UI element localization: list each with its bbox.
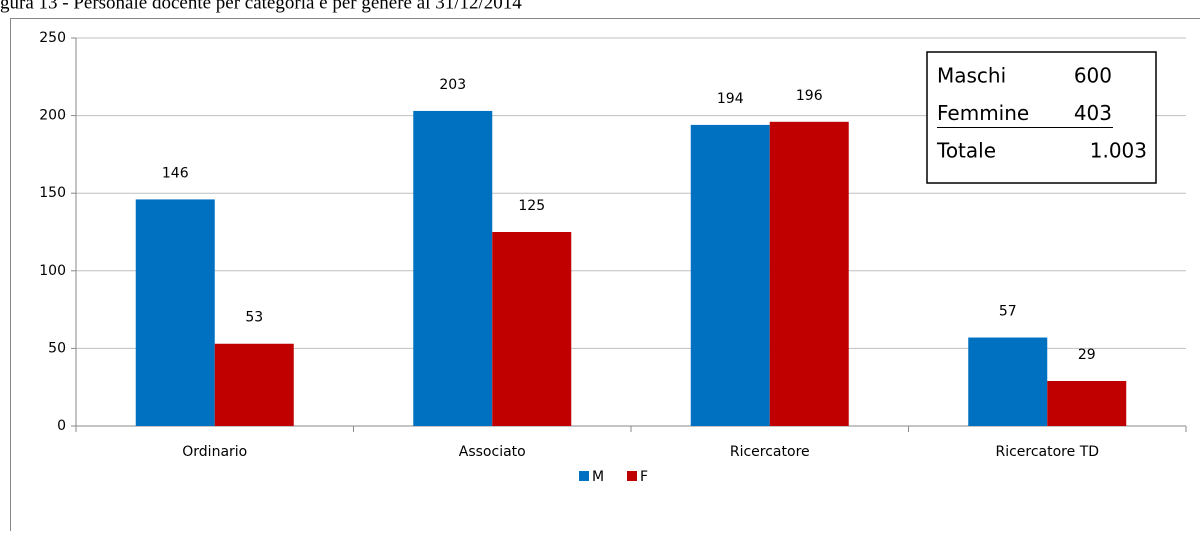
data-label: 196 bbox=[796, 88, 823, 104]
data-label: 146 bbox=[162, 165, 189, 181]
annotation-label: Totale bbox=[936, 139, 996, 163]
bar bbox=[215, 344, 294, 426]
chart-title: gura 13 - Personale docente per categori… bbox=[0, 0, 522, 13]
y-tick-label: 250 bbox=[39, 30, 66, 46]
bar bbox=[770, 122, 849, 426]
legend-swatch bbox=[579, 471, 589, 481]
bar bbox=[136, 199, 215, 426]
data-label: 29 bbox=[1078, 347, 1096, 363]
x-tick-label: Ricercatore TD bbox=[995, 444, 1099, 460]
data-label: 57 bbox=[999, 304, 1017, 320]
data-label: 53 bbox=[245, 310, 263, 326]
x-tick-label: Ordinario bbox=[182, 444, 247, 460]
y-tick-label: 50 bbox=[48, 340, 66, 356]
data-label: 194 bbox=[717, 91, 744, 107]
annotation-value: 403 bbox=[1074, 101, 1112, 125]
annotation-value: 600 bbox=[1074, 64, 1112, 88]
data-label: 203 bbox=[439, 77, 466, 93]
annotation-value: 1.003 bbox=[1090, 139, 1147, 163]
annotation-box: Maschi 600 Femmine 403 Totale 1.003 bbox=[927, 52, 1156, 183]
legend-label: M bbox=[592, 469, 604, 485]
bar bbox=[1047, 381, 1126, 426]
x-tick-label: Associato bbox=[459, 444, 526, 460]
bar bbox=[691, 125, 770, 426]
annotation-label: Maschi bbox=[937, 64, 1006, 88]
data-label: 125 bbox=[518, 198, 545, 214]
x-tick-label: Ricercatore bbox=[730, 444, 810, 460]
bar bbox=[413, 111, 492, 426]
y-tick-label: 200 bbox=[39, 108, 66, 124]
legend-label: F bbox=[640, 469, 648, 485]
legend-swatch bbox=[627, 471, 637, 481]
bar bbox=[968, 338, 1047, 426]
annotation-label: Femmine bbox=[937, 101, 1029, 125]
y-tick-label: 100 bbox=[39, 263, 66, 279]
bar bbox=[492, 232, 571, 426]
y-tick-label: 0 bbox=[57, 418, 66, 434]
y-tick-label: 150 bbox=[39, 185, 66, 201]
